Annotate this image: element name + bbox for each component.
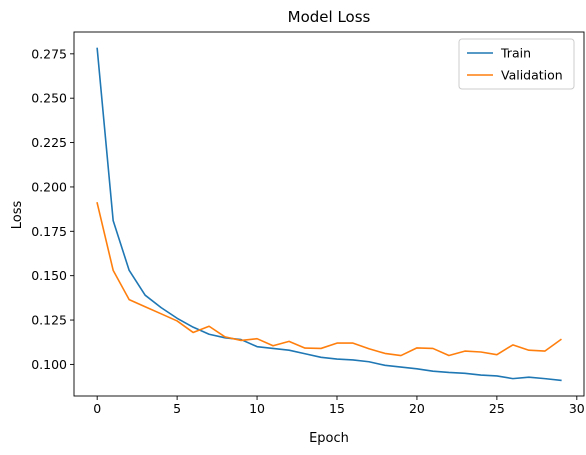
chart-title: Model Loss	[288, 8, 371, 26]
y-tick-label: 0.150	[31, 268, 67, 283]
legend-label: Validation	[501, 68, 563, 83]
legend-label: Train	[500, 46, 531, 61]
plot-frame	[73, 31, 585, 397]
y-tick-label: 0.275	[31, 46, 67, 61]
x-tick-label: 10	[249, 401, 265, 416]
x-tick-label: 5	[173, 401, 181, 416]
series-line-train	[96, 47, 562, 382]
x-tick-label: 0	[93, 401, 101, 416]
plot-area: 0 5 10 15 20 25 30 0.100 0.125 0.150 0.175 0.200 0.2…	[31, 31, 585, 416]
y-tick-label: 0.200	[31, 179, 67, 194]
y-tick-label: 0.225	[31, 135, 67, 150]
x-tick-label: 20	[409, 401, 425, 416]
legend-box	[458, 38, 575, 90]
x-tick-label: 25	[489, 401, 505, 416]
x-tick-label: 15	[329, 401, 345, 416]
y-tick-label: 0.175	[31, 224, 67, 239]
y-tick-label: 0.250	[31, 91, 67, 106]
y-tick-label: 0.125	[31, 313, 67, 328]
x-axis-label: Epoch	[309, 431, 349, 446]
y-axis-label: Loss	[10, 201, 25, 230]
x-tick-label: 30	[569, 401, 585, 416]
y-tick-label: 0.100	[31, 357, 67, 372]
series-line-validation	[96, 201, 562, 357]
